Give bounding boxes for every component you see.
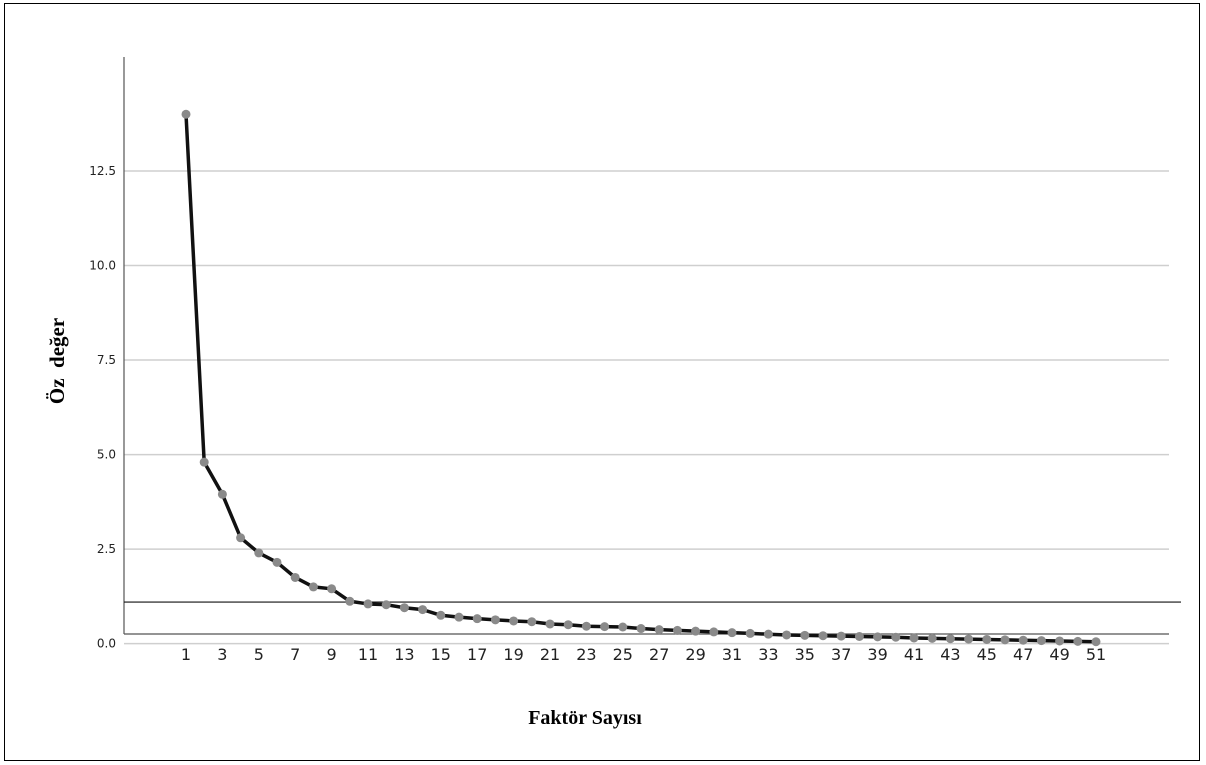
y-tick-label: 10.0 bbox=[89, 259, 116, 273]
x-tick-label: 15 bbox=[431, 645, 451, 664]
x-tick-label: 25 bbox=[613, 645, 633, 664]
axes bbox=[123, 57, 1169, 635]
data-point bbox=[1036, 636, 1046, 646]
data-point bbox=[727, 628, 737, 638]
x-tick-label: 29 bbox=[685, 645, 705, 664]
x-tick-label: 27 bbox=[649, 645, 669, 664]
data-point bbox=[854, 631, 864, 641]
data-point bbox=[581, 621, 591, 631]
data-point bbox=[600, 622, 610, 632]
y-tick-label: 12.5 bbox=[89, 164, 116, 178]
x-tick-label: 7 bbox=[290, 645, 300, 664]
data-point bbox=[873, 632, 883, 642]
data-point bbox=[490, 615, 500, 625]
data-point bbox=[399, 603, 409, 613]
data-point bbox=[181, 109, 191, 119]
x-tick-label: 51 bbox=[1086, 645, 1106, 664]
data-point bbox=[217, 489, 227, 499]
data-point bbox=[618, 622, 628, 632]
data-point bbox=[927, 633, 937, 643]
y-tick-label: 2.5 bbox=[97, 542, 116, 556]
data-point bbox=[199, 457, 209, 467]
data-point bbox=[654, 625, 664, 635]
y-tick-label: 0.0 bbox=[97, 637, 116, 651]
y-tick-label: 7.5 bbox=[97, 353, 116, 367]
data-point bbox=[345, 596, 355, 606]
data-point bbox=[745, 628, 755, 638]
x-tick-label: 17 bbox=[467, 645, 487, 664]
data-point bbox=[545, 619, 555, 629]
data-point bbox=[1073, 636, 1083, 646]
x-tick-label: 19 bbox=[503, 645, 523, 664]
x-tick-label: 37 bbox=[831, 645, 851, 664]
x-axis-title: Faktör Sayısı bbox=[528, 707, 642, 729]
y-axis-title: Öz değer bbox=[45, 318, 69, 404]
data-point bbox=[836, 631, 846, 641]
data-point bbox=[1018, 635, 1028, 645]
data-point bbox=[381, 600, 391, 610]
data-point bbox=[891, 632, 901, 642]
data-point bbox=[254, 548, 264, 558]
data-point bbox=[509, 616, 519, 626]
data-point bbox=[290, 572, 300, 582]
x-tick-label: 1 bbox=[181, 645, 191, 664]
data-point bbox=[818, 631, 828, 641]
x-tick-label: 5 bbox=[254, 645, 264, 664]
data-point bbox=[472, 614, 482, 624]
data-point bbox=[454, 612, 464, 622]
data-point bbox=[763, 629, 773, 639]
data-point bbox=[436, 610, 446, 620]
x-tick-label: 23 bbox=[576, 645, 596, 664]
data-point bbox=[563, 620, 573, 630]
x-tick-label: 43 bbox=[940, 645, 960, 664]
data-point bbox=[1091, 637, 1101, 647]
y-tick-label: 5.0 bbox=[97, 448, 116, 462]
y-tick-labels: 0.0 2.5 5.0 7.5 10.0 12.5 bbox=[89, 164, 116, 651]
data-point bbox=[363, 599, 373, 609]
data-point bbox=[672, 625, 682, 635]
x-tick-label: 41 bbox=[904, 645, 924, 664]
data-point bbox=[327, 584, 337, 594]
x-tick-label: 9 bbox=[327, 645, 337, 664]
x-tick-label: 13 bbox=[394, 645, 414, 664]
x-tick-label: 31 bbox=[722, 645, 742, 664]
x-tick-label: 45 bbox=[977, 645, 997, 664]
data-point bbox=[308, 582, 318, 592]
x-tick-label: 11 bbox=[358, 645, 378, 664]
series-group bbox=[181, 109, 1101, 647]
data-point bbox=[272, 557, 282, 567]
data-point bbox=[1000, 635, 1010, 645]
chart-frame: 0.0 2.5 5.0 7.5 10.0 12.5 1 3 5 7 9 11 13 15 17 19 21 23… bbox=[4, 3, 1200, 761]
scree-plot: 0.02.55.07.510.012.5 1 3 5 7 9 11 13 15 17 19 21 23… bbox=[45, 57, 1181, 729]
x-tick-label: 33 bbox=[758, 645, 778, 664]
x-tick-label: 35 bbox=[795, 645, 815, 664]
x-tick-label: 49 bbox=[1049, 645, 1069, 664]
data-point bbox=[691, 626, 701, 636]
x-tick-label: 3 bbox=[217, 645, 227, 664]
data-point bbox=[964, 634, 974, 644]
data-point bbox=[236, 533, 246, 543]
data-point bbox=[909, 633, 919, 643]
x-tick-label: 39 bbox=[867, 645, 887, 664]
data-point bbox=[982, 634, 992, 644]
series-line bbox=[184, 114, 1097, 644]
x-tick-label: 47 bbox=[1013, 645, 1033, 664]
data-point bbox=[636, 624, 646, 634]
data-point bbox=[782, 630, 792, 640]
data-point bbox=[800, 630, 810, 640]
x-tick-label: 21 bbox=[540, 645, 560, 664]
data-point bbox=[709, 627, 719, 637]
x-tick-labels: 1 3 5 7 9 11 13 15 17 19 21 23 25 27 29 31 33 35 37 39 41 43 4… bbox=[181, 645, 1106, 664]
data-point bbox=[418, 605, 428, 615]
data-point bbox=[945, 634, 955, 644]
data-point bbox=[527, 617, 537, 627]
gridlines bbox=[124, 170, 1169, 645]
data-point bbox=[1055, 636, 1065, 646]
